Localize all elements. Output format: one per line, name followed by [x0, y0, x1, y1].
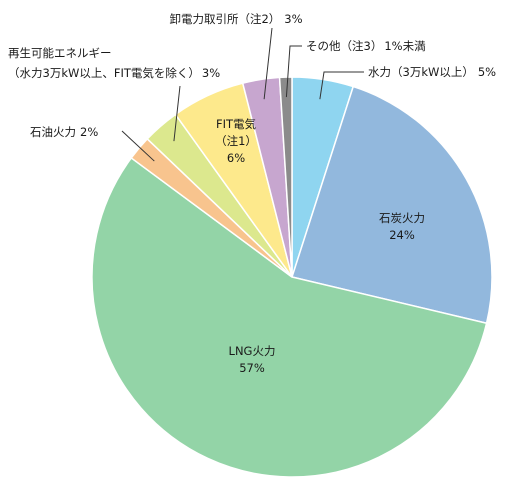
leader-line-renewable: [173, 85, 181, 142]
slice-value-coal: 24%: [389, 228, 415, 242]
pie-slice-coal: [291, 85, 493, 325]
pie-slice-lng: [91, 156, 488, 478]
slice-labels: 石炭火力 24% LNG火力 57% FIT電気 （注1） 6% 水力（3万kW…: [8, 12, 496, 375]
renewable-value: 3%: [202, 66, 220, 80]
slice-value-lng: 57%: [239, 361, 265, 375]
hydro-value: 5%: [478, 65, 496, 79]
slice-label-renewable-line2: （水力3万kW以上、FIT電気を除く） 3%: [8, 66, 220, 80]
leader-line-other: [285, 45, 302, 98]
pie-slices: [91, 76, 493, 478]
slice-label-coal: 石炭火力: [379, 211, 425, 225]
hydro-name: 水力（3万kW以上）: [368, 65, 474, 79]
leader-line-jepx: [263, 27, 273, 100]
oil-value: 2%: [80, 125, 98, 139]
leader-line-oil: [121, 130, 155, 162]
other-name: その他（注3）: [306, 39, 382, 53]
renewable-name-2: （水力3万kW以上、FIT電気を除く）: [8, 66, 200, 80]
leader-lines: [121, 27, 364, 162]
pie-slice-other: [278, 76, 293, 278]
slice-label-lng: LNG火力: [229, 344, 276, 358]
slice-value-fit: 6%: [227, 151, 245, 165]
slice-label-oil: 石油火力 2%: [30, 125, 98, 139]
slice-label-fit-line1: FIT電気: [216, 117, 257, 131]
slice-label-hydro: 水力（3万kW以上） 5%: [368, 65, 496, 79]
other-value: 1%未満: [384, 39, 425, 53]
jepx-value: 3%: [284, 12, 302, 26]
jepx-name: 卸電力取引所（注2）: [169, 12, 280, 26]
oil-name: 石油火力: [30, 125, 76, 139]
slice-label-other: その他（注3） 1%未満: [306, 39, 426, 53]
slice-label-fit-line2: （注1）: [215, 134, 257, 148]
leader-line-hydro: [319, 71, 364, 100]
slice-label-jepx: 卸電力取引所（注2） 3%: [169, 12, 302, 26]
slice-label-renewable-line1: 再生可能エネルギー: [8, 46, 112, 60]
